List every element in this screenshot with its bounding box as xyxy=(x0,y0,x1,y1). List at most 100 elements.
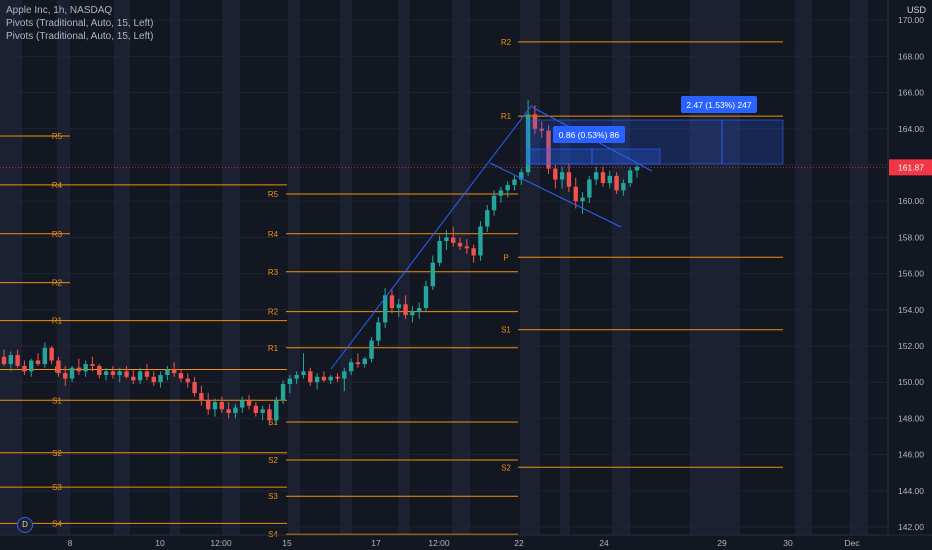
candle-body xyxy=(376,322,381,341)
pivot-label: P xyxy=(503,253,508,262)
candle-body xyxy=(90,364,95,366)
candle-body xyxy=(117,371,122,375)
candle-body xyxy=(519,172,524,180)
candle-body xyxy=(301,371,306,375)
session-band xyxy=(288,0,300,535)
candle-body xyxy=(593,172,599,180)
candle-body xyxy=(539,128,544,131)
candle-body xyxy=(294,374,299,379)
candle-body xyxy=(505,184,510,191)
candle-body xyxy=(627,170,633,184)
y-tick-label: 170.00 xyxy=(898,15,924,25)
y-tick-label: 160.00 xyxy=(898,196,924,206)
candle-body xyxy=(355,362,361,365)
candle-body xyxy=(321,376,327,381)
candle-body xyxy=(35,360,41,365)
pivot-label: S3 xyxy=(268,492,278,501)
candle-body xyxy=(56,360,61,374)
session-band xyxy=(170,0,180,535)
candle-body xyxy=(614,175,619,191)
candle-body xyxy=(553,168,558,180)
session-band xyxy=(398,0,410,535)
candle-body xyxy=(124,371,129,377)
pivot-label: S1 xyxy=(501,326,511,335)
candle-body xyxy=(137,371,143,381)
measure-label-bg xyxy=(681,96,757,113)
session-band xyxy=(57,0,70,535)
candle-body xyxy=(512,179,517,185)
pivot-label: R1 xyxy=(52,317,63,326)
candle-body xyxy=(103,371,109,375)
x-tick-label: 29 xyxy=(717,538,727,548)
chart-legend: Apple Inc, 1h, NASDAQ Pivots (Traditiona… xyxy=(6,4,153,43)
candle-body xyxy=(607,175,612,184)
candle-body xyxy=(144,371,150,377)
candle-body xyxy=(22,365,27,372)
candle-body xyxy=(525,114,531,173)
session-band xyxy=(690,0,740,535)
candle-body xyxy=(42,347,48,365)
session-band xyxy=(340,0,352,535)
candle-body xyxy=(396,304,401,308)
candle-body xyxy=(97,365,102,375)
pivot-label: S4 xyxy=(52,519,62,528)
candle-body xyxy=(226,409,231,413)
pivot-label: S1 xyxy=(52,396,62,405)
candle-body xyxy=(559,172,565,180)
candle-body xyxy=(382,295,388,323)
candle-body xyxy=(491,195,497,211)
candle-body xyxy=(485,210,490,227)
y-tick-label: 168.00 xyxy=(898,51,924,61)
session-band xyxy=(452,0,470,535)
candle-body xyxy=(430,262,436,287)
candle-body xyxy=(410,311,415,316)
candle-body xyxy=(416,307,422,312)
measure-label-bg xyxy=(553,126,625,143)
candle-body xyxy=(212,402,218,410)
y-tick-label: 146.00 xyxy=(898,450,924,460)
candle-body xyxy=(566,172,572,187)
trend-line xyxy=(330,104,533,370)
pivot-label: R1 xyxy=(501,112,512,121)
candle-body xyxy=(246,400,252,406)
pivot-label: R4 xyxy=(52,181,63,190)
price-axis xyxy=(888,0,932,550)
y-tick-label: 166.00 xyxy=(898,88,924,98)
x-tick-label: 30 xyxy=(783,538,793,548)
pivot-label: S2 xyxy=(501,463,511,472)
session-band xyxy=(560,0,570,535)
pivots-indicator-2[interactable]: Pivots (Traditional, Auto, 15, Left) xyxy=(6,31,154,42)
timezone-badge[interactable]: D xyxy=(17,517,33,533)
candle-body xyxy=(403,304,408,316)
candle-body xyxy=(580,197,585,202)
candle-body xyxy=(233,407,238,413)
candle-body xyxy=(8,355,14,365)
candle-body xyxy=(587,179,592,198)
currency-label[interactable]: USD xyxy=(906,5,926,15)
x-tick-label: 15 xyxy=(282,538,292,548)
y-tick-label: 152.00 xyxy=(898,341,924,351)
candle-body xyxy=(219,402,225,410)
candle-body xyxy=(83,364,88,372)
y-tick-label: 148.00 xyxy=(898,413,924,423)
candle-body xyxy=(76,367,82,372)
candle-body xyxy=(457,242,463,247)
candle-body xyxy=(437,241,442,263)
pivots-indicator-1[interactable]: Pivots (Traditional, Auto, 15, Left) xyxy=(6,18,154,29)
pivot-label: R4 xyxy=(268,230,279,239)
candle-body xyxy=(423,286,429,308)
y-tick-label: 142.00 xyxy=(898,522,924,532)
candle-body xyxy=(69,367,75,379)
candle-body xyxy=(362,358,367,365)
symbol-title[interactable]: Apple Inc, 1h, NASDAQ xyxy=(6,5,113,16)
candle-body xyxy=(178,373,184,379)
candle-body xyxy=(110,371,116,375)
candle-body xyxy=(451,237,456,243)
y-tick-label: 158.00 xyxy=(898,232,924,242)
candle-body xyxy=(131,376,136,381)
x-tick-label: 10 xyxy=(155,538,165,548)
measure-label: 2.47 (1.53%) 247 xyxy=(686,100,751,110)
candle-body xyxy=(532,114,538,129)
